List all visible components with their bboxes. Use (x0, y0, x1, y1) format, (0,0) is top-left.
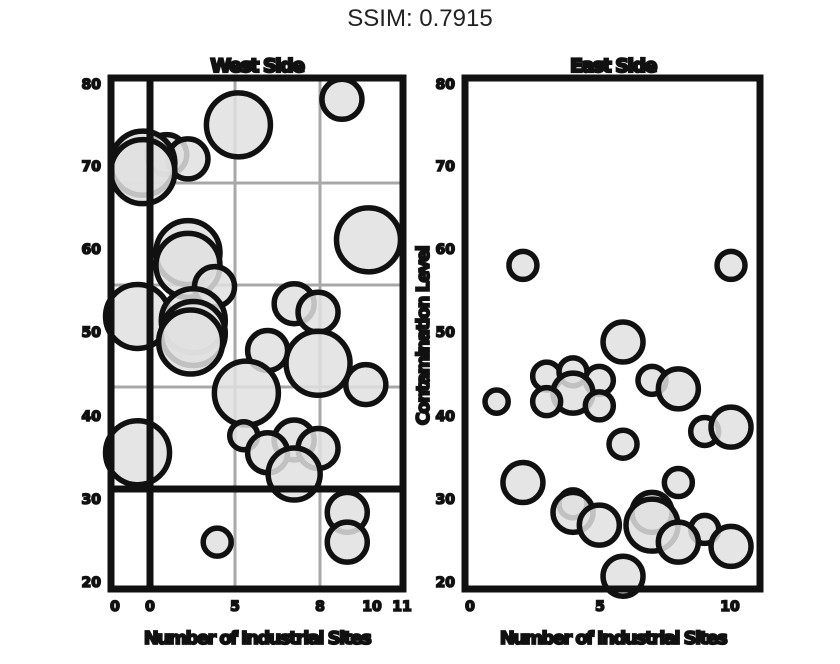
x-tick-label: 11 (392, 599, 411, 615)
panel-frame (107, 74, 407, 593)
y-tick-label: 40 (436, 409, 456, 425)
data-point (582, 389, 617, 423)
data-point (708, 523, 754, 570)
y-tick-label: 20 (82, 575, 102, 591)
y-tick-label: 50 (82, 325, 102, 341)
data-point (661, 465, 696, 500)
data-point (600, 319, 646, 365)
data-point (343, 361, 389, 408)
data-point (319, 76, 365, 123)
data-point (606, 427, 640, 461)
x-axis-label: Number of Industrial Sites (144, 628, 371, 649)
y-tick-label: 30 (82, 492, 102, 508)
data-point (500, 459, 546, 506)
x-tick-label: 8 (315, 599, 325, 615)
x-axis-label: Number of Industrial Sites (500, 628, 727, 649)
x-tick-label: 10 (362, 599, 382, 615)
data-point (155, 307, 226, 377)
x-tick-label: 5 (230, 599, 240, 615)
data-point (655, 519, 702, 565)
x-tick-label: 0 (110, 599, 120, 615)
page-title: SSIM: 0.7915 (347, 5, 493, 32)
data-point (529, 384, 564, 419)
y-axis-label: Contamination Level (413, 246, 434, 425)
y-tick-label: 30 (436, 492, 456, 508)
y-tick-label: 20 (436, 575, 456, 591)
data-point (714, 248, 748, 283)
x-tick-label: 10 (720, 599, 740, 615)
data-point (102, 417, 173, 488)
panel-east: East Side 80 70 60 50 40 30 20 0 5 10 Number of Ind… (412, 54, 764, 650)
data-point (295, 289, 341, 335)
data-point (283, 328, 353, 399)
panel-frame (461, 74, 764, 593)
panel-west: West Side 80 70 60 50 40 30 20 0 0 5 8 10 11 Number of… (81, 54, 413, 650)
data-point (324, 519, 371, 565)
x-tick-label: 0 (145, 599, 155, 615)
data-point (200, 525, 234, 559)
data-point (211, 358, 282, 428)
y-tick-label: 50 (436, 325, 456, 341)
y-tick-label: 60 (82, 242, 102, 258)
y-tick-label: 70 (436, 159, 456, 175)
data-point (655, 366, 702, 412)
data-point (333, 205, 404, 275)
y-tick-label: 80 (82, 77, 102, 93)
data-point (203, 90, 274, 160)
y-tick-label: 70 (82, 159, 102, 175)
data-point (708, 404, 754, 450)
x-tick-label: 5 (595, 599, 605, 615)
panel-title: West Side (210, 55, 304, 77)
y-tick-label: 80 (436, 77, 456, 93)
y-tick-label: 40 (82, 409, 102, 425)
data-point (108, 136, 178, 207)
data-point (576, 502, 623, 548)
x-tick-label: 0 (465, 599, 475, 615)
y-tick-label: 60 (436, 242, 456, 258)
panel-title: East Side (570, 55, 657, 77)
data-point (482, 387, 511, 416)
data-point (506, 248, 540, 283)
